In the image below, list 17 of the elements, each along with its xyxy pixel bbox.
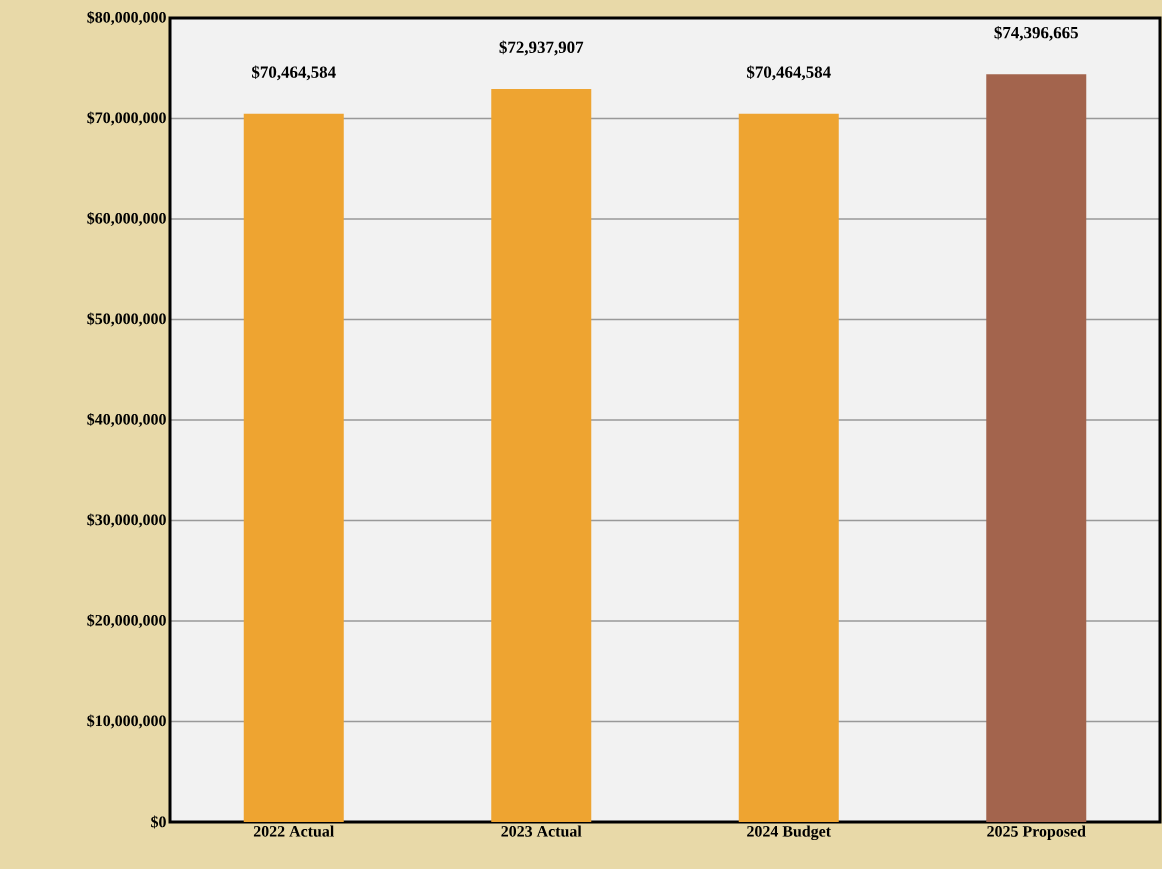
y-tick-label: $80,000,000 xyxy=(87,10,166,25)
x-tick-label: 2024 Budget xyxy=(747,825,831,841)
x-tick-label: 2025 Proposed xyxy=(987,825,1086,840)
data-label: $70,464,584 xyxy=(252,65,336,81)
x-tick-label: 2022 Actual xyxy=(253,825,334,837)
data-label: $72,937,907 xyxy=(499,40,584,56)
y-tick-label: $20,000,000 xyxy=(87,613,166,629)
y-tick-label: $0 xyxy=(151,815,166,829)
y-tick-label: $60,000,000 xyxy=(87,211,166,226)
x-tick-label: 2023 Actual xyxy=(501,825,582,837)
data-label: $70,464,584 xyxy=(747,65,831,81)
y-tick-label: $70,000,000 xyxy=(87,111,166,126)
y-tick-label: $10,000,000 xyxy=(87,714,166,729)
data-label: $74,396,665 xyxy=(994,25,1078,41)
y-tick-label: $50,000,000 xyxy=(87,312,166,327)
y-tick-label: $40,000,000 xyxy=(87,412,166,428)
y-tick-label: $30,000,000 xyxy=(87,513,166,528)
